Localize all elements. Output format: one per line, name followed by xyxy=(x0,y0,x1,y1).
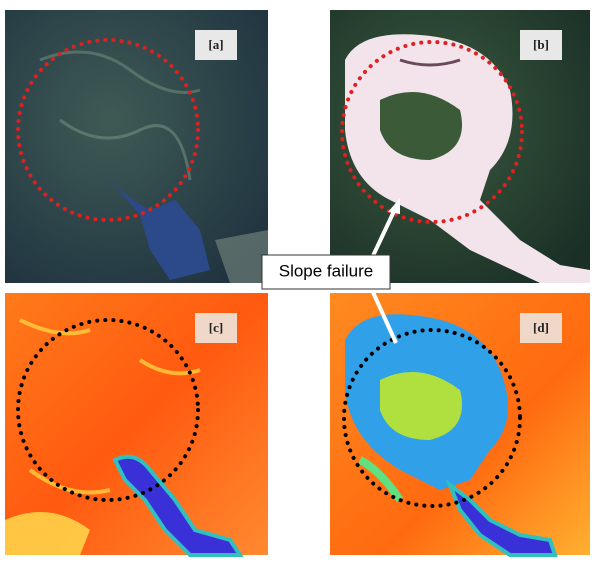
figure: [a] [b] [c] [d] Slope failure xyxy=(0,0,596,563)
panel-label: [a] xyxy=(208,37,223,52)
panel-label: [c] xyxy=(209,320,223,335)
panel-c: [c] xyxy=(5,293,268,555)
panel-a: [a] xyxy=(5,10,268,283)
panel-b: [b] xyxy=(330,10,590,283)
panel-label: [b] xyxy=(533,37,549,52)
panel-d: [d] xyxy=(330,293,590,555)
annotation-text: Slope failure xyxy=(279,261,374,280)
panel-label: [d] xyxy=(533,320,549,335)
